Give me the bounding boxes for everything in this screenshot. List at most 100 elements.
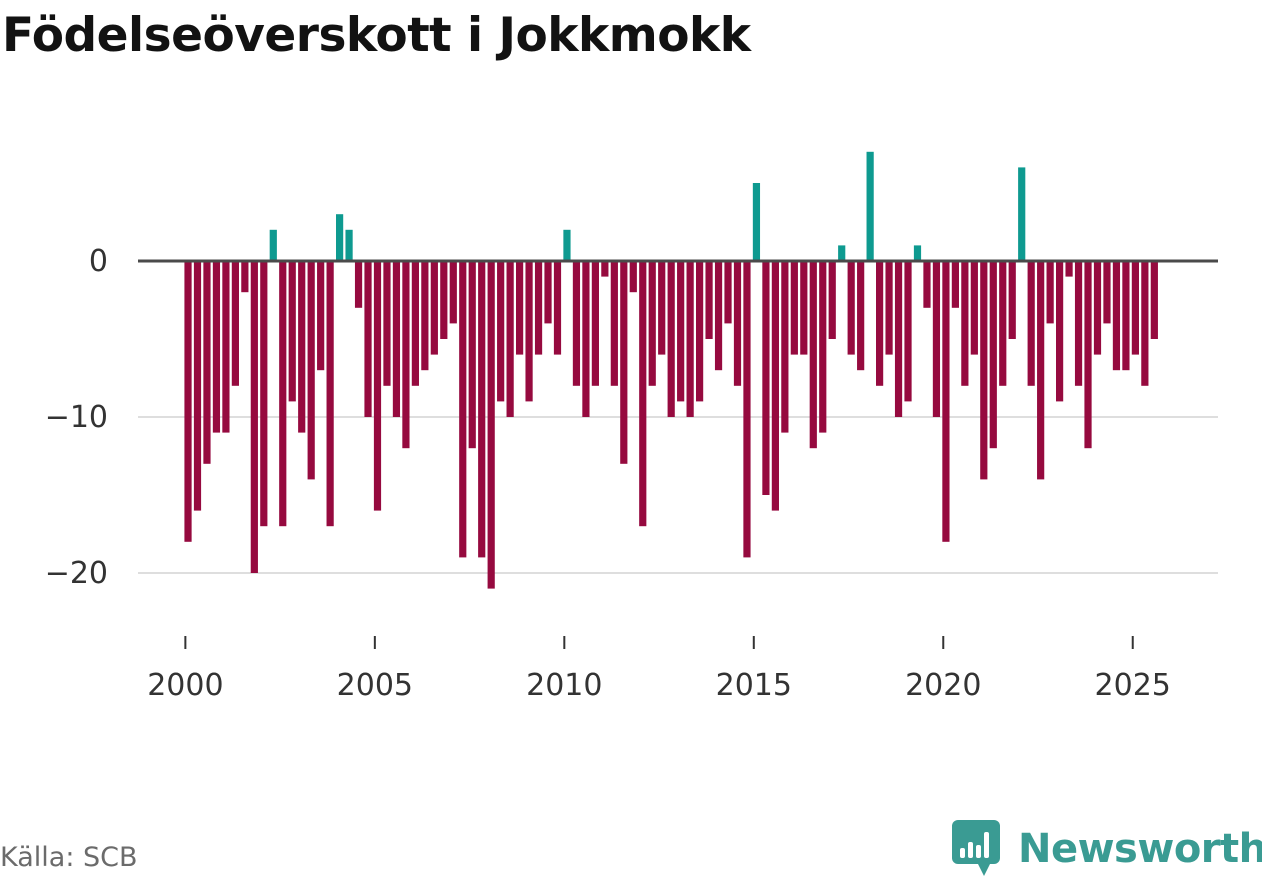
bar [629,261,637,293]
bar [932,261,941,417]
bar [1008,261,1016,339]
x-axis: 2000 2005 2010 2015 2020 2025 [147,636,1171,703]
bar [800,261,808,355]
source-note: Källa: SCB [0,842,138,873]
bar [658,261,666,355]
bar-chart: 0 −10 −20 2000 2005 2010 2015 2020 2025 [45,151,1218,703]
bar [222,261,230,433]
bar [970,261,978,355]
bar [525,261,533,402]
bar [714,261,723,371]
bar [989,261,997,449]
bar [345,229,353,261]
bar [336,214,344,261]
bar [430,261,438,355]
bar [866,151,874,261]
bar [771,261,779,511]
y-tick-label: −20 [45,556,108,591]
bar [942,261,950,542]
bar [364,261,372,417]
bar [705,261,713,339]
bar [354,261,363,308]
bar [373,261,382,511]
x-tick-label: 2010 [526,668,602,703]
bar [279,261,287,527]
bar [1141,261,1149,386]
bar [553,261,562,355]
y-tick-label: −10 [45,400,108,435]
bar [563,229,571,261]
bar [620,261,628,464]
y-tick-label: 0 [89,244,108,279]
bar [923,261,931,308]
bar [1074,261,1083,386]
x-tick-label: 2015 [716,668,792,703]
bar [1046,261,1054,324]
bar [212,261,221,433]
bar [999,261,1007,386]
bar [260,261,268,527]
bar [1018,167,1026,261]
bar [1084,261,1092,449]
bar [951,261,959,308]
brand-name: Newsworthy [1018,826,1262,872]
bar [582,261,590,417]
x-tick-label: 2000 [147,668,223,703]
bar [534,261,543,355]
bar [686,261,694,417]
bar [298,261,306,433]
bar [497,261,505,402]
bar [876,261,884,386]
bar [1122,261,1130,371]
bar [904,261,912,402]
bar [980,261,988,480]
bar [326,261,334,527]
bar [828,261,836,339]
bar [449,261,457,324]
y-axis: 0 −10 −20 [45,244,108,591]
bar [762,261,770,495]
bar [639,261,647,527]
x-tick-label: 2020 [905,668,981,703]
bar [1103,261,1111,324]
bar [667,261,675,417]
bar [894,261,903,417]
bar [487,261,495,589]
bar [241,261,249,293]
bar [591,261,599,386]
bar [506,261,514,417]
bar [733,261,742,386]
bar [402,261,410,449]
bar [193,261,202,511]
bar [857,261,865,371]
bar [440,261,448,339]
bar [392,261,401,417]
bar [317,261,325,371]
bar [516,261,524,355]
x-tick-label: 2005 [337,668,413,703]
bar [468,261,476,449]
bar [677,261,685,402]
bar [1131,261,1139,355]
bar [269,229,277,261]
bar [724,261,732,324]
bar [847,261,855,355]
bar [648,261,656,386]
bar [819,261,827,433]
x-tick-label: 2025 [1095,668,1171,703]
bar [809,261,817,449]
bar [459,261,467,558]
bar [781,261,789,433]
bar [752,183,761,261]
bar [478,261,486,558]
brand-logo: Newsworthy [950,818,1262,880]
bar-series [184,151,1158,589]
bar [1093,261,1102,355]
bar [1150,261,1158,339]
bar [411,261,419,386]
bar [1112,261,1121,371]
bar [790,261,798,355]
bar [1027,261,1035,386]
bar [572,261,581,386]
bar [544,261,552,324]
